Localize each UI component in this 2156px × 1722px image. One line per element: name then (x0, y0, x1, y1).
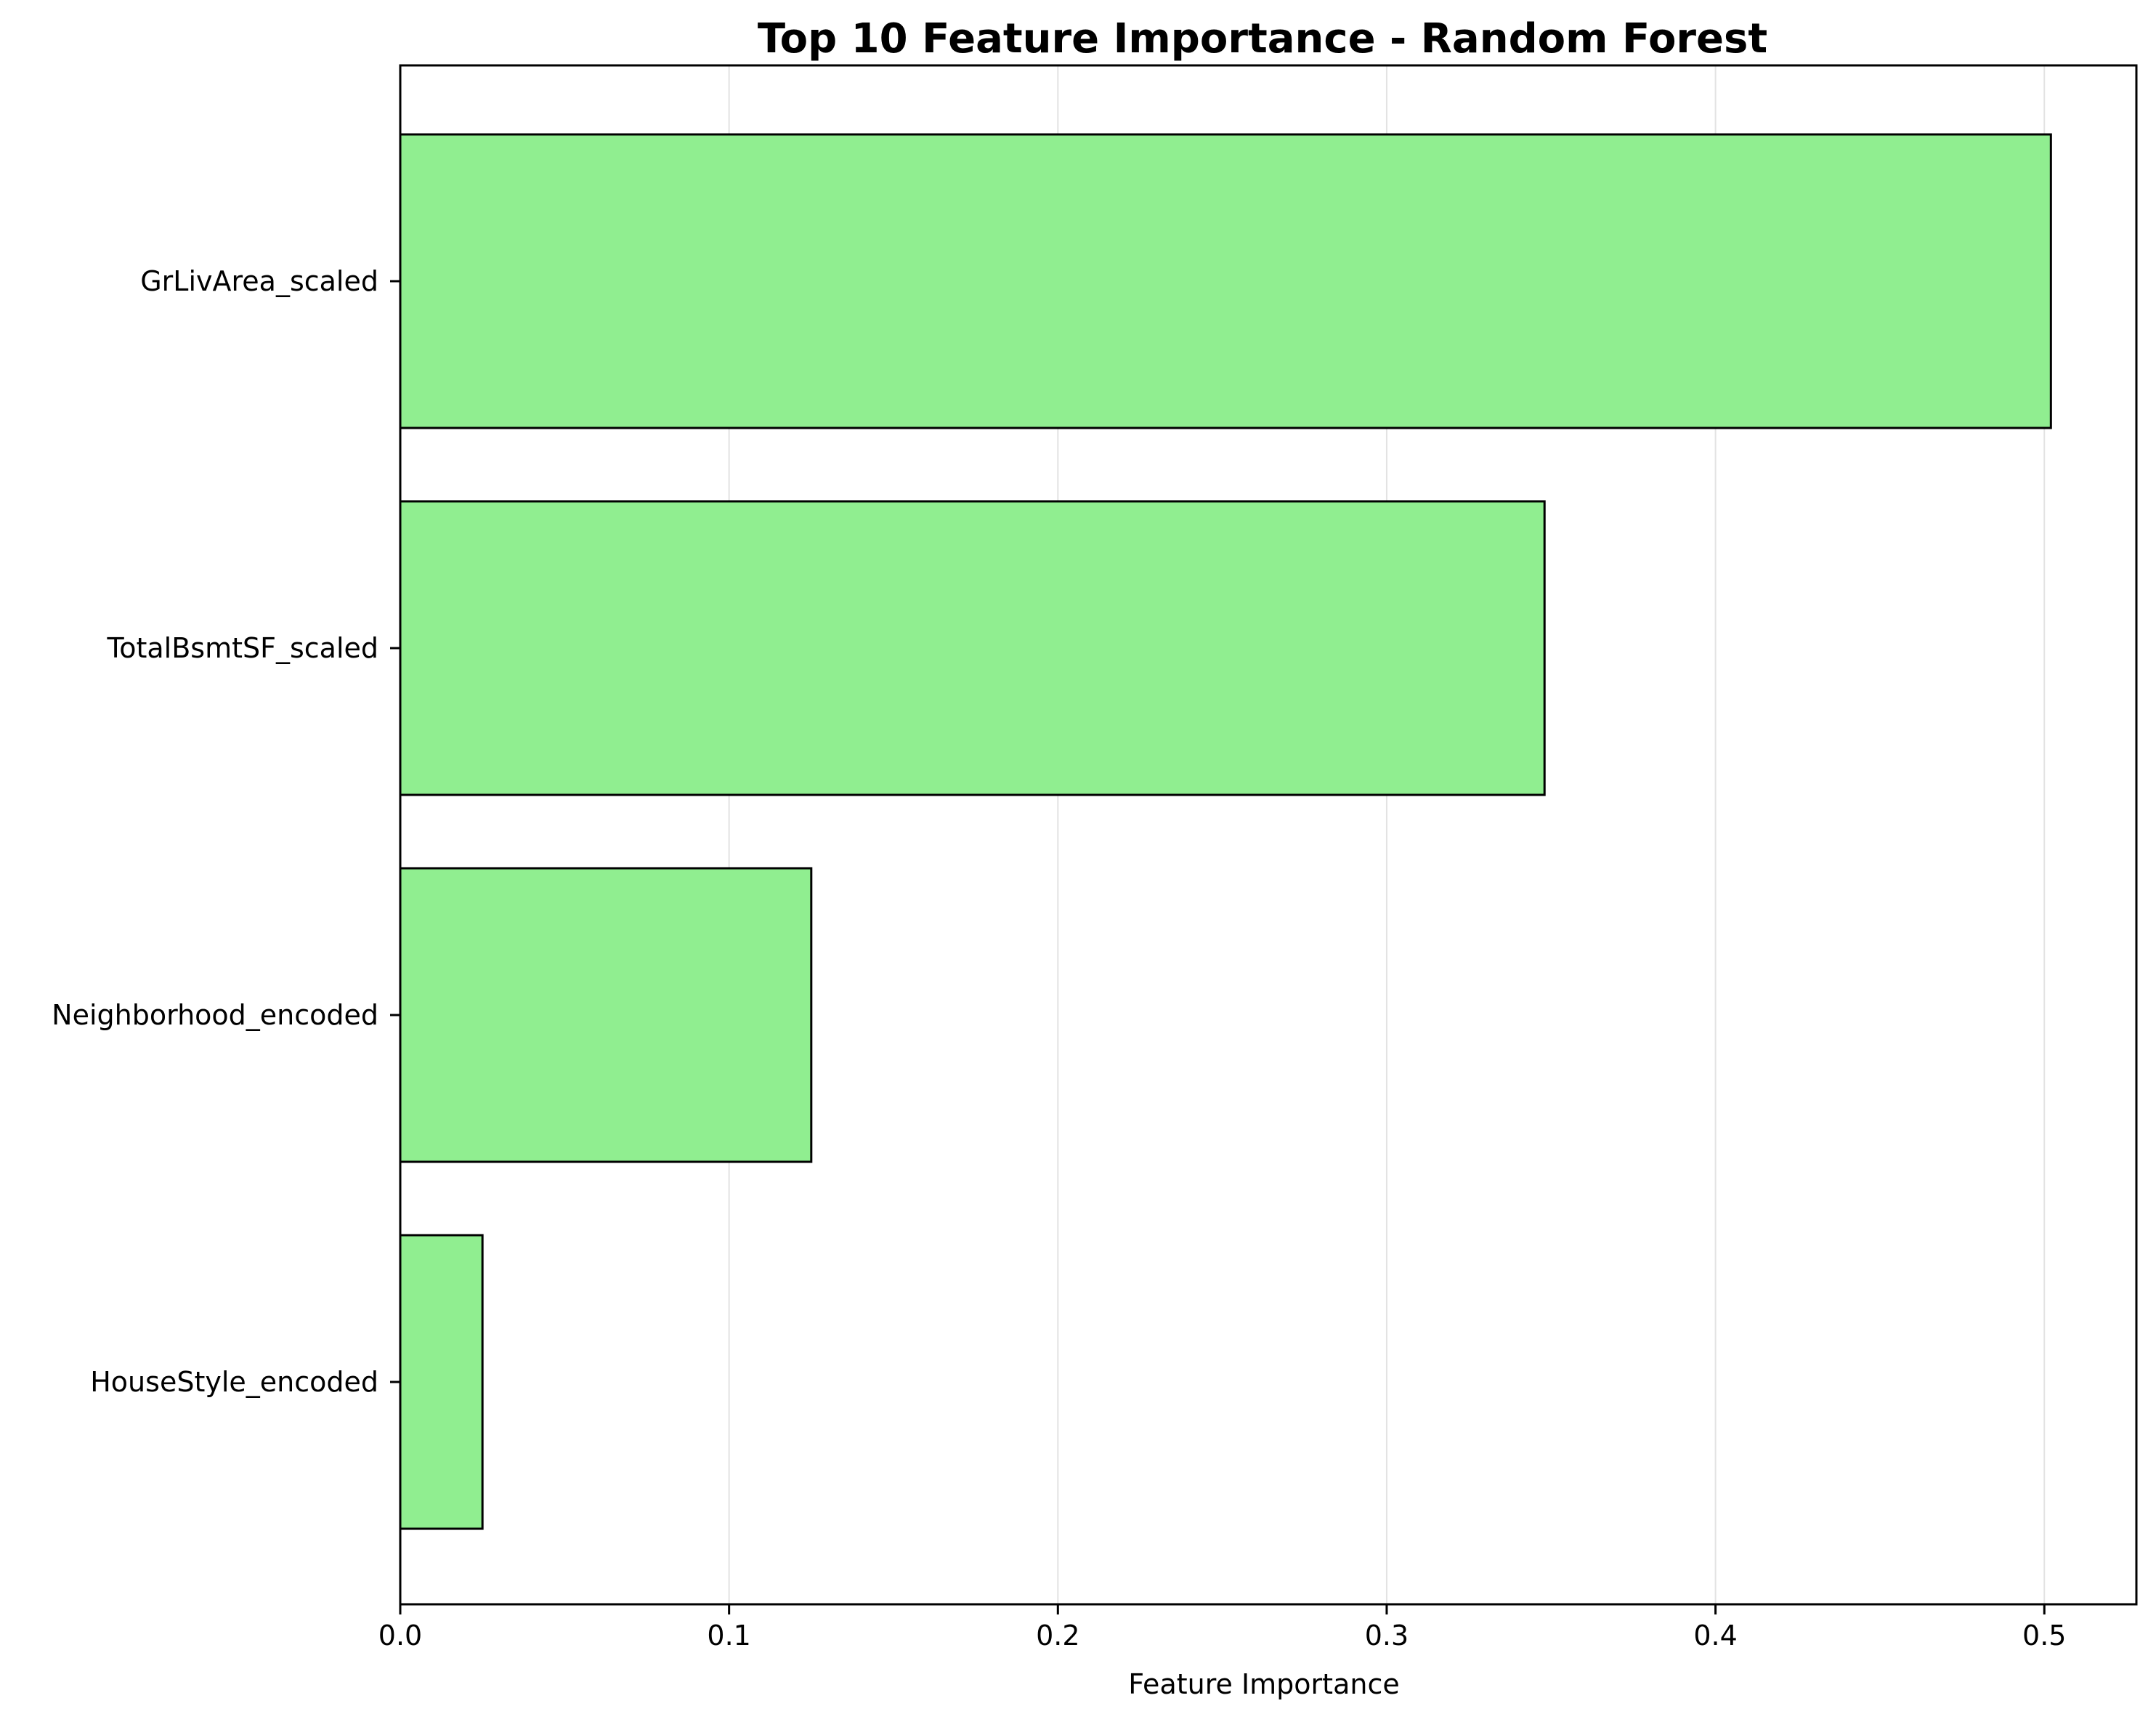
y-axis-ticks: GrLivArea_scaled TotalBsmtSF_scaled Neighb… (52, 265, 400, 1398)
x-axis-ticks: 0.0 0.1 0.2 0.3 0.4 0.5 (378, 1604, 2066, 1652)
x-tick-label: 0.2 (1036, 1620, 1079, 1652)
x-tick-label: 0.3 (1365, 1620, 1409, 1652)
x-tick-label: 0.1 (707, 1620, 750, 1652)
x-tick-label: 0.5 (2022, 1620, 2066, 1652)
bars (399, 133, 2052, 1530)
bar-Neighborhood_encoded (399, 867, 813, 1163)
bar-GrLivArea_scaled (399, 133, 2052, 429)
y-tick-label: Neighborhood_encoded (52, 999, 378, 1031)
y-tick-label: TotalBsmtSF_scaled (106, 632, 378, 664)
x-axis-label: Feature Importance (1128, 1668, 1399, 1700)
y-tick-label: HouseStyle_encoded (90, 1366, 378, 1398)
plot-frame (399, 64, 2138, 1606)
x-tick-label: 0.4 (1693, 1620, 1737, 1652)
y-tick-label: GrLivArea_scaled (140, 265, 378, 297)
bar-HouseStyle_encoded (399, 1234, 484, 1530)
x-tick-label: 0.0 (378, 1620, 422, 1652)
chart-title: Top 10 Feature Importance - Random Fores… (758, 15, 1767, 62)
bar-TotalBsmtSF_scaled (399, 500, 1546, 796)
